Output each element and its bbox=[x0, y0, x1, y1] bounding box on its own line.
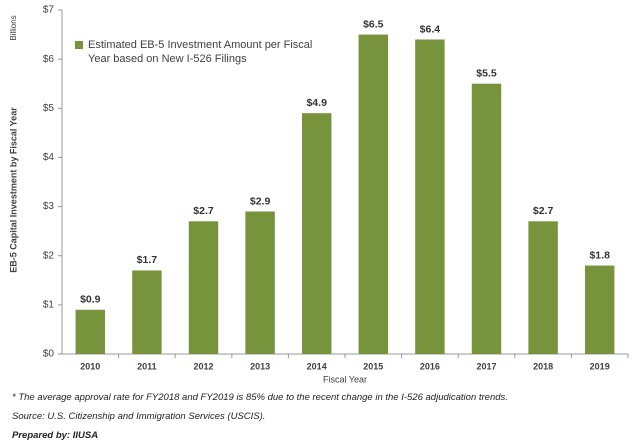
bar bbox=[358, 34, 389, 354]
bar bbox=[75, 309, 106, 354]
footnote: Prepared by: IIUSA bbox=[12, 430, 99, 441]
y-tick-label: $2 bbox=[43, 250, 55, 261]
x-tick-label: 2010 bbox=[80, 361, 100, 371]
data-label: $6.5 bbox=[363, 18, 384, 30]
x-tick-label: 2011 bbox=[137, 361, 157, 371]
footnote: * The average approval rate for FY2018 a… bbox=[12, 392, 508, 403]
unit-label: Billions bbox=[9, 15, 18, 40]
x-tick-label: 2013 bbox=[250, 361, 270, 371]
data-label: $4.9 bbox=[306, 97, 327, 109]
data-label: $2.9 bbox=[250, 195, 271, 207]
bar bbox=[245, 211, 275, 354]
y-tick-label: $3 bbox=[43, 201, 55, 212]
data-label: $2.7 bbox=[193, 205, 214, 217]
y-axis-label: EB-5 Capital Investment by Fiscal Year bbox=[8, 107, 18, 273]
x-tick-label: 2015 bbox=[363, 361, 383, 371]
y-tick-label: $5 bbox=[43, 103, 55, 114]
legend-label: Estimated EB-5 Investment Amount per Fis… bbox=[88, 39, 313, 65]
y-tick-label: $4 bbox=[43, 152, 55, 163]
bar bbox=[471, 83, 502, 354]
data-label: $0.9 bbox=[80, 294, 101, 306]
x-tick-label: 2019 bbox=[590, 361, 610, 371]
bar bbox=[584, 265, 615, 354]
data-label: $6.4 bbox=[420, 23, 441, 35]
y-tick-label: $0 bbox=[43, 349, 55, 360]
data-label: $1.7 bbox=[137, 254, 158, 266]
x-tick-label: 2016 bbox=[420, 361, 440, 371]
x-tick-label: 2014 bbox=[307, 361, 327, 371]
y-tick-label: $6 bbox=[43, 54, 55, 65]
legend-swatch bbox=[75, 41, 83, 49]
x-tick-label: 2012 bbox=[193, 361, 213, 371]
x-tick-label: 2017 bbox=[476, 361, 496, 371]
x-axis-label: Fiscal Year bbox=[323, 374, 367, 384]
bar bbox=[301, 113, 332, 354]
bar bbox=[132, 270, 162, 354]
bar bbox=[528, 221, 558, 354]
data-label: $1.8 bbox=[589, 249, 610, 261]
bar bbox=[415, 39, 445, 354]
bar bbox=[188, 221, 219, 354]
y-tick-label: $7 bbox=[43, 5, 55, 16]
x-tick-label: 2018 bbox=[533, 361, 553, 371]
legend: Estimated EB-5 Investment Amount per Fis… bbox=[75, 38, 325, 66]
data-label: $2.7 bbox=[533, 205, 554, 217]
footnote: Source: U.S. Citizenship and Immigration… bbox=[12, 411, 266, 422]
y-tick-label: $1 bbox=[43, 299, 55, 310]
data-label: $5.5 bbox=[476, 67, 497, 79]
